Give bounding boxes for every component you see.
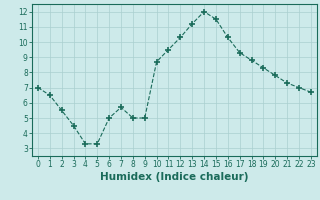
X-axis label: Humidex (Indice chaleur): Humidex (Indice chaleur) xyxy=(100,172,249,182)
